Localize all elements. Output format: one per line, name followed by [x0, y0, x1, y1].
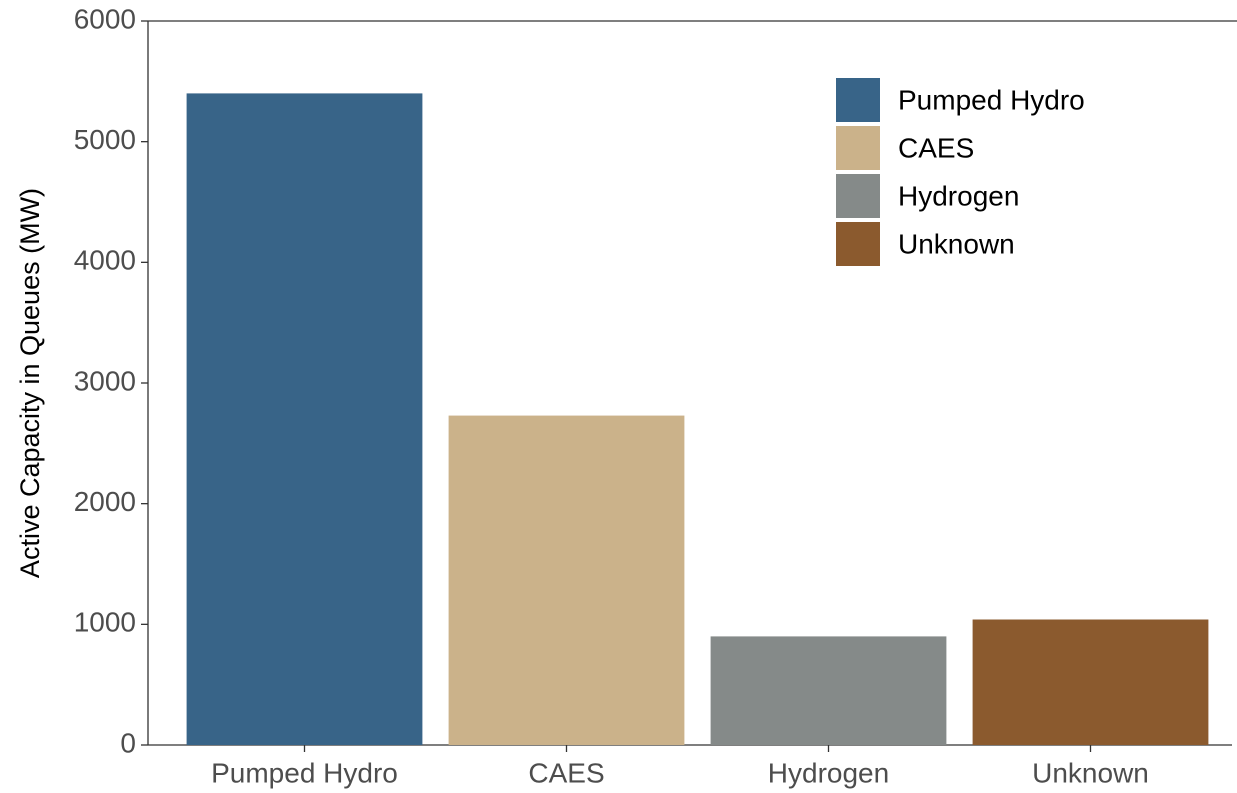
y-tick-label: 4000 [74, 245, 136, 276]
legend-swatch [836, 78, 880, 122]
x-tick-label: Pumped Hydro [211, 757, 398, 788]
bar [710, 636, 947, 745]
legend-label: Unknown [898, 228, 1015, 259]
x-tick-label: Unknown [1032, 757, 1149, 788]
y-tick-label: 3000 [74, 365, 136, 396]
bar [972, 619, 1209, 745]
x-tick-label: CAES [528, 757, 604, 788]
bar [186, 93, 423, 745]
legend-label: CAES [898, 132, 974, 163]
y-tick-label: 1000 [74, 607, 136, 638]
y-axis-title: Active Capacity in Queues (MW) [15, 188, 45, 578]
legend-label: Pumped Hydro [898, 84, 1085, 115]
legend-swatch [836, 174, 880, 218]
y-tick-label: 2000 [74, 486, 136, 517]
y-tick-label: 5000 [74, 124, 136, 155]
y-tick-label: 0 [120, 727, 136, 758]
legend-label: Hydrogen [898, 180, 1019, 211]
x-tick-label: Hydrogen [768, 757, 889, 788]
legend-swatch [836, 126, 880, 170]
bar [448, 415, 685, 745]
legend-swatch [836, 222, 880, 266]
y-tick-label: 6000 [74, 3, 136, 34]
